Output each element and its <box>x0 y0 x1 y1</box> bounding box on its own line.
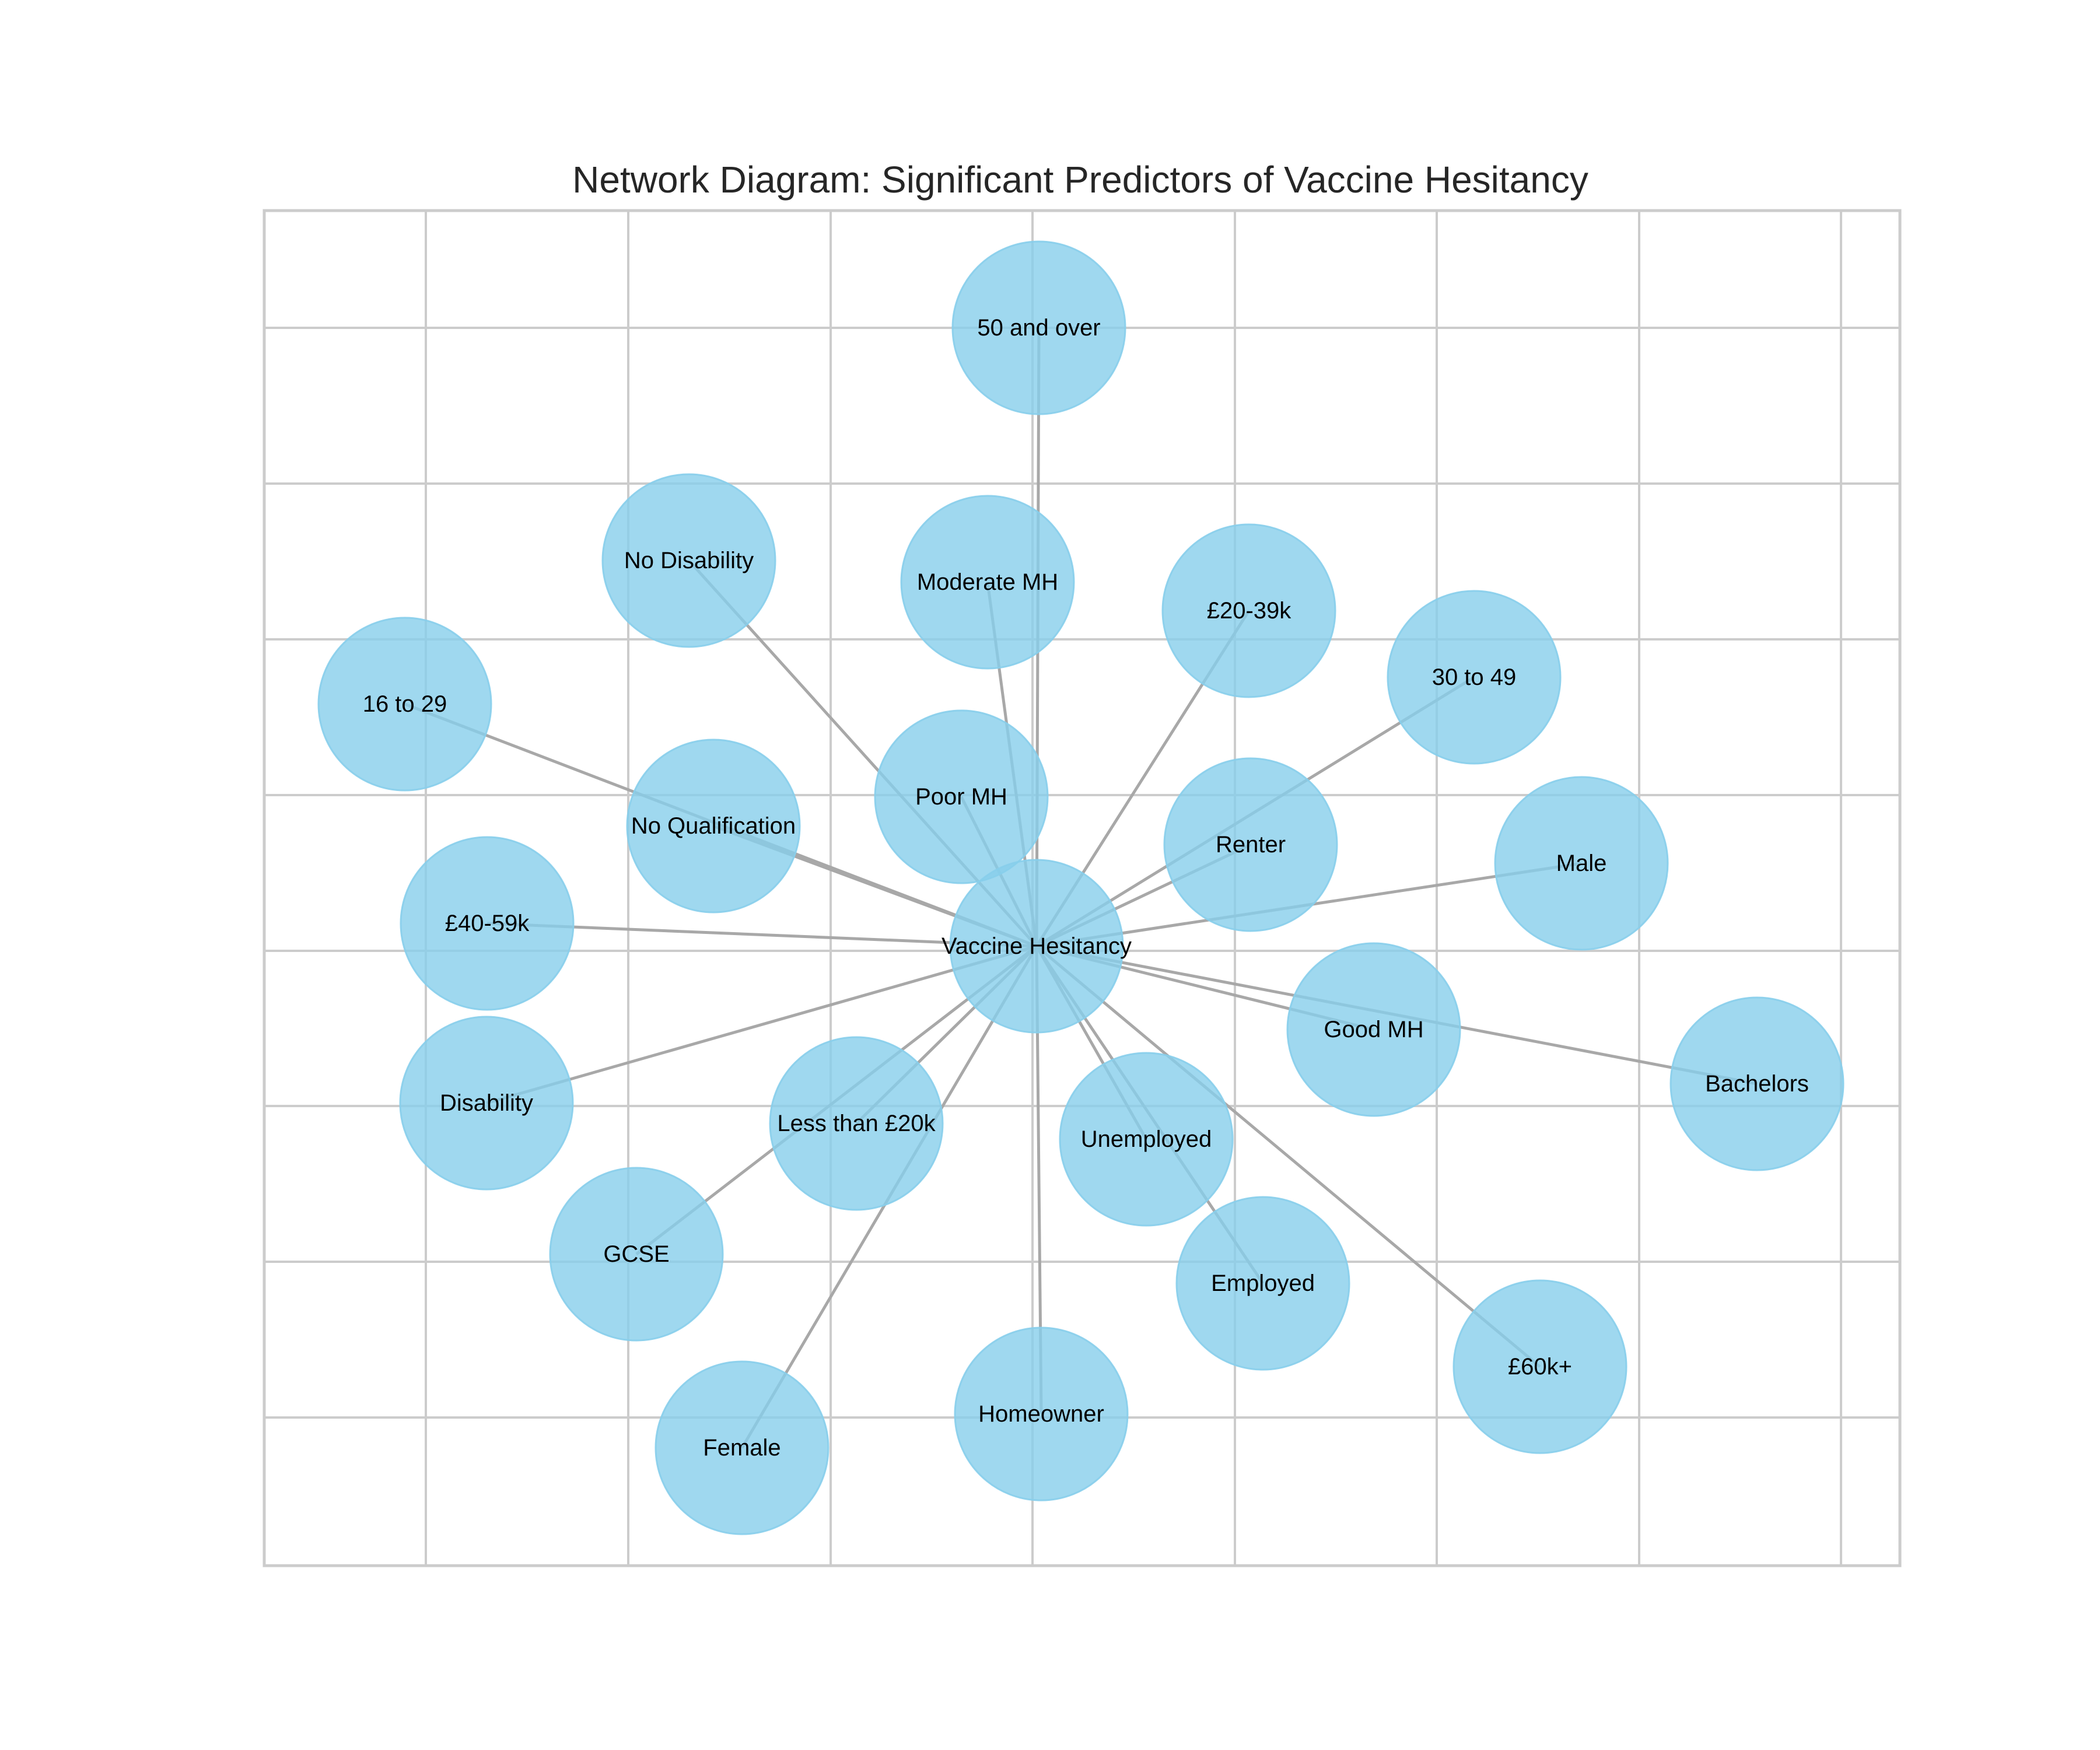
node-unemployed-circle <box>1059 1052 1234 1227</box>
node-female-label: Female <box>703 1435 780 1461</box>
node-bachelors-circle <box>1670 996 1845 1171</box>
node-gcse: GCSE <box>549 1167 724 1342</box>
node-male-circle <box>1494 776 1669 951</box>
edge-gbp-60k <box>1035 945 1541 1368</box>
node-center-vaccine-hesitancy-circle <box>949 859 1124 1034</box>
node-poor-mh-circle <box>874 709 1049 884</box>
node-30-to-49-label: 30 to 49 <box>1432 664 1517 690</box>
node-employed-circle <box>1175 1196 1350 1371</box>
node-no-qualification: No Qualification <box>626 738 801 914</box>
node-good-mh: Good MH <box>1286 942 1461 1117</box>
node-unemployed: Unemployed <box>1059 1052 1234 1227</box>
node-gcse-label: GCSE <box>603 1241 669 1267</box>
node-16-to-29-label: 16 to 29 <box>363 691 447 717</box>
node-female: Female <box>654 1360 830 1535</box>
node-no-disability-label: No Disability <box>624 548 754 573</box>
node-female-circle <box>654 1360 830 1535</box>
node-less-than-gbp-20k-label: Less than £20k <box>777 1111 936 1136</box>
node-center-vaccine-hesitancy: Vaccine Hesitancy <box>942 859 1132 1034</box>
node-gbp-20-39k-label: £20-39k <box>1207 598 1292 624</box>
node-gbp-40-59k: £40-59k <box>400 836 575 1011</box>
node-16-to-29: 16 to 29 <box>317 617 492 792</box>
node-no-qualification-label: No Qualification <box>631 813 796 839</box>
node-poor-mh-label: Poor MH <box>915 784 1007 810</box>
node-16-to-29-circle <box>317 617 492 792</box>
node-renter: Renter <box>1163 757 1338 932</box>
node-gbp-60k-label: £60k+ <box>1508 1354 1572 1380</box>
node-disability-label: Disability <box>440 1090 533 1116</box>
nodes: 50 and over No Disability Moderate MH £20-3… <box>317 240 1845 1535</box>
node-bachelors-label: Bachelors <box>1705 1071 1809 1097</box>
node-50-and-over-label: 50 and over <box>977 315 1100 341</box>
node-disability: Disability <box>399 1016 574 1191</box>
node-good-mh-circle <box>1286 942 1461 1117</box>
node-male: Male <box>1494 776 1669 951</box>
node-gcse-circle <box>549 1167 724 1342</box>
node-30-to-49-circle <box>1387 590 1562 765</box>
node-less-than-gbp-20k: Less than £20k <box>769 1036 944 1211</box>
node-no-disability: No Disability <box>601 473 776 648</box>
node-moderate-mh-circle <box>900 495 1075 670</box>
node-moderate-mh: Moderate MH <box>900 495 1075 670</box>
node-renter-circle <box>1163 757 1338 932</box>
node-30-to-49: 30 to 49 <box>1387 590 1562 765</box>
node-gbp-60k: £60k+ <box>1452 1279 1628 1454</box>
edge-gbp-40-59k <box>487 922 1037 948</box>
node-homeowner-circle <box>954 1326 1129 1502</box>
node-poor-mh: Poor MH <box>874 709 1049 884</box>
node-center-vaccine-hesitancy-label: Vaccine Hesitancy <box>942 933 1132 959</box>
node-male-label: Male <box>1556 850 1607 876</box>
node-disability-circle <box>399 1016 574 1191</box>
node-renter-label: Renter <box>1216 832 1286 858</box>
node-gbp-60k-circle <box>1452 1279 1628 1454</box>
node-gbp-20-39k-circle <box>1161 523 1336 698</box>
node-unemployed-label: Unemployed <box>1081 1126 1212 1152</box>
node-gbp-20-39k: £20-39k <box>1161 523 1336 698</box>
node-less-than-gbp-20k-circle <box>769 1036 944 1211</box>
node-no-qualification-circle <box>626 738 801 914</box>
node-gbp-40-59k-circle <box>400 836 575 1011</box>
diagram-title: Network Diagram: Significant Predictors … <box>572 159 1588 201</box>
node-50-and-over-circle <box>951 240 1126 415</box>
edge-disability <box>486 944 1037 1105</box>
node-homeowner-label: Homeowner <box>978 1401 1104 1427</box>
node-good-mh-label: Good MH <box>1324 1017 1423 1042</box>
node-50-and-over: 50 and over <box>951 240 1126 415</box>
node-employed-label: Employed <box>1211 1270 1315 1296</box>
node-no-disability-circle <box>601 473 776 648</box>
node-employed: Employed <box>1175 1196 1350 1371</box>
plot-frame <box>262 209 1902 1567</box>
node-homeowner: Homeowner <box>954 1326 1129 1502</box>
node-moderate-mh-label: Moderate MH <box>917 569 1058 595</box>
node-bachelors: Bachelors <box>1670 996 1845 1171</box>
node-gbp-40-59k-label: £40-59k <box>445 911 530 936</box>
